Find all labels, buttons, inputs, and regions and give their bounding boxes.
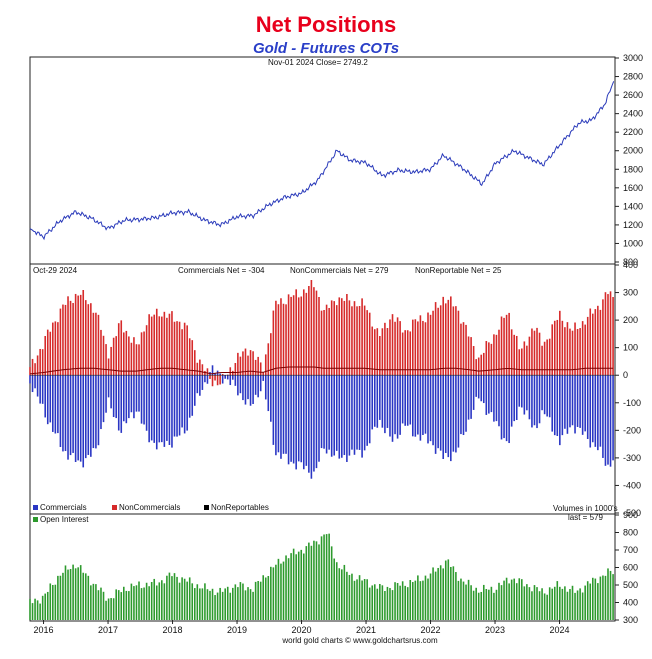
noncommercials-net-label: NonCommercials Net = 279 <box>290 266 389 275</box>
price-axis-tick-label: 2600 <box>623 90 643 100</box>
price-axis-tick-label: 1600 <box>623 183 643 193</box>
net-axis-tick-label: 300 <box>623 288 638 298</box>
oi-axis-tick-label: 700 <box>623 545 638 555</box>
oi-axis-tick-label: 600 <box>623 563 638 573</box>
net-axis-tick-label: -500 <box>623 508 641 518</box>
net-axis-tick-label: 400 <box>623 260 638 270</box>
x-axis-tick-label: 2022 <box>421 625 441 635</box>
oi-axis-tick-label: 300 <box>623 615 638 625</box>
x-axis-tick-label: 2020 <box>292 625 312 635</box>
price-axis-tick-label: 800 <box>623 257 638 267</box>
price-annotation: Nov-01 2024 Close= 2749.2 <box>268 58 368 67</box>
price-line <box>29 81 615 241</box>
net-series-group <box>29 279 615 479</box>
price-axis-tick-label: 3000 <box>623 53 643 63</box>
legend-swatch-commercials <box>33 505 38 510</box>
x-axis-tick-label: 2017 <box>98 625 118 635</box>
x-axis-tick-label: 2023 <box>485 625 505 635</box>
price-axis-tick-label: 2000 <box>623 146 643 156</box>
legend-swatch-open-interest <box>33 517 38 522</box>
net-axis-tick-label: -200 <box>623 425 641 435</box>
nonreportables-line <box>29 366 614 375</box>
oi-axis-tick-label: 500 <box>623 580 638 590</box>
legend-noncommercials: NonCommercials <box>119 503 180 512</box>
footer-credit: world gold charts © www.goldchartsrus.co… <box>281 636 438 645</box>
x-axis-tick-label: 2018 <box>163 625 183 635</box>
legend-open-interest: Open Interest <box>40 515 89 524</box>
legend-swatch-nonreportables <box>204 505 209 510</box>
oi-axis-tick-label: 900 <box>623 510 638 520</box>
price-axis-tick-label: 1400 <box>623 201 643 211</box>
price-panel-frame <box>29 56 616 265</box>
legend-nonreportables: NonReportables <box>211 503 269 512</box>
net-date-label: Oct-29 2024 <box>33 266 78 275</box>
price-axis-tick-label: 1200 <box>623 220 643 230</box>
oi-axis-tick-label: 400 <box>623 598 638 608</box>
legend-commercials: Commercials <box>40 503 87 512</box>
net-axis-tick-label: -300 <box>623 453 641 463</box>
price-axis-tick-label: 1000 <box>623 238 643 248</box>
x-axis-tick-label: 2016 <box>34 625 54 635</box>
open-interest-group <box>29 533 614 620</box>
price-axis-tick-label: 1800 <box>623 164 643 174</box>
price-axis-tick-label: 2400 <box>623 109 643 119</box>
price-axis-tick-label: 2200 <box>623 127 643 137</box>
oi-axis-tick-label: 800 <box>623 528 638 538</box>
x-axis-tick-label: 2024 <box>550 625 570 635</box>
x-axis-tick-label: 2019 <box>227 625 247 635</box>
legend-swatch-noncommercials <box>112 505 117 510</box>
net-axis-tick-label: -100 <box>623 398 641 408</box>
price-axis-tick-label: 2800 <box>623 72 643 82</box>
axis-ticks-group: 8001000120014001600180020002200240026002… <box>34 53 644 635</box>
x-axis-tick-label: 2021 <box>356 625 376 635</box>
nonreportables-net-label: NonReportable Net = 25 <box>415 266 502 275</box>
net-axis-tick-label: 0 <box>623 370 628 380</box>
net-axis-tick-label: -400 <box>623 480 641 490</box>
commercials-net-label: Commercials Net = -304 <box>178 266 265 275</box>
volume-note: Volumes in 1000's <box>553 504 618 513</box>
net-axis-tick-label: 100 <box>623 343 638 353</box>
net-axis-tick-label: 200 <box>623 315 638 325</box>
price-series-group <box>29 81 615 241</box>
chart-title: Net Positions <box>255 12 397 37</box>
oi-last-value: last = 579 <box>568 513 603 522</box>
chart-subtitle: Gold - Futures COTs <box>252 40 400 57</box>
